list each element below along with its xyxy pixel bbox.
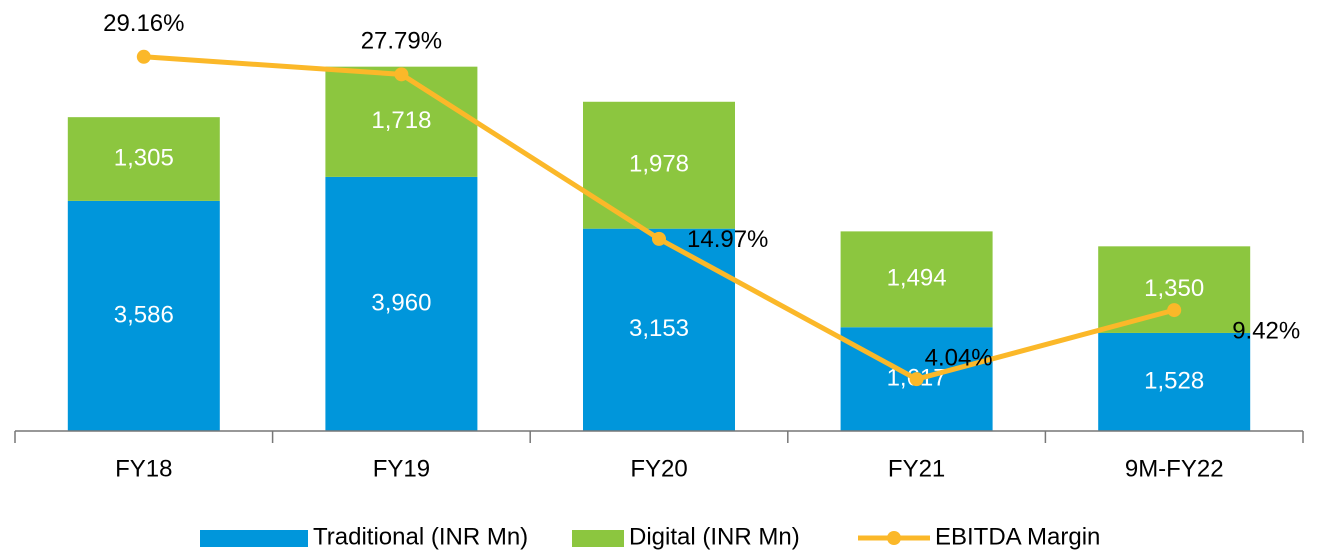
x-tick-label: FY18	[115, 455, 172, 482]
data-label: 1,494	[887, 265, 947, 292]
line-point	[394, 67, 409, 82]
data-label: 3,960	[371, 289, 431, 316]
data-label: 1,978	[629, 151, 689, 178]
data-label: 27.79%	[361, 28, 442, 55]
x-tick-label: FY21	[888, 455, 945, 482]
legend-swatch	[200, 530, 308, 547]
data-label: 14.97%	[687, 226, 768, 253]
bar-segment	[1098, 246, 1251, 333]
legend-label: EBITDA Margin	[935, 523, 1100, 550]
data-label: 1,350	[1144, 275, 1204, 302]
x-tick-label: FY19	[373, 455, 430, 482]
data-label: 1,528	[1144, 367, 1204, 394]
bar-segment	[67, 117, 220, 201]
line-point	[652, 231, 666, 246]
bar-segment	[1098, 332, 1251, 431]
data-label: 4.04%	[925, 344, 993, 371]
bar-segment	[325, 66, 478, 177]
bar-segment	[325, 176, 478, 431]
legend-label: Traditional (INR Mn)	[313, 523, 528, 550]
data-label: 9.42%	[1232, 317, 1300, 344]
line-point	[1167, 303, 1182, 318]
legend-swatch	[572, 530, 624, 547]
data-label: 29.16%	[103, 10, 184, 37]
bar-segment	[67, 200, 220, 431]
x-tick-label: FY20	[630, 455, 687, 482]
data-label: 1,305	[114, 144, 174, 171]
x-tick-label: 9M-FY22	[1125, 455, 1224, 482]
data-label: 3,586	[114, 301, 174, 328]
bar-segment	[840, 231, 993, 328]
legend-swatch	[887, 531, 901, 545]
line-point	[136, 49, 151, 64]
bar-segment	[583, 228, 735, 431]
data-label: 1,718	[371, 107, 431, 134]
legend-label: Digital (INR Mn)	[629, 523, 800, 550]
data-label: 3,153	[629, 315, 689, 342]
line-point	[909, 372, 924, 387]
